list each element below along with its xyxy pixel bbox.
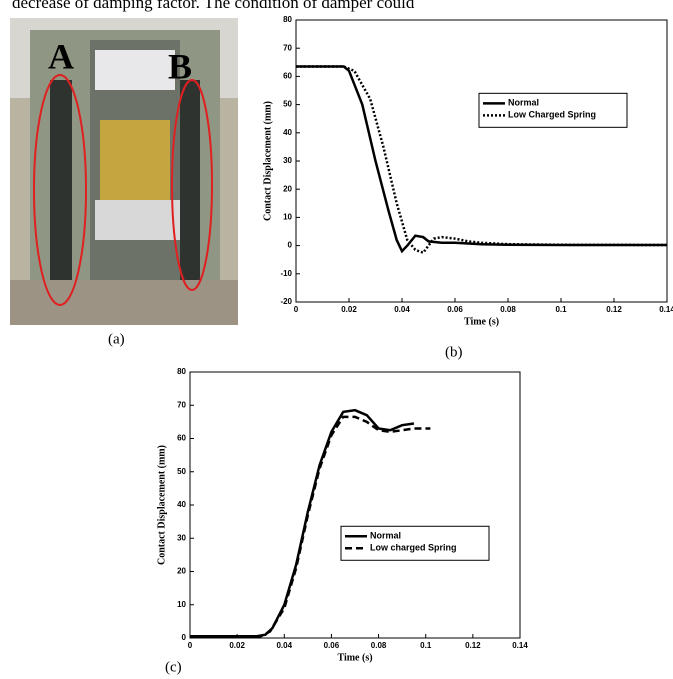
y-tick-label: 30 xyxy=(283,156,292,165)
x-tick-label: 0.06 xyxy=(324,641,340,650)
x-tick-label: 0.04 xyxy=(276,641,292,650)
x-tick-label: 0.06 xyxy=(447,305,463,314)
y-tick-label: 60 xyxy=(177,434,186,443)
x-tick-label: 0 xyxy=(294,305,299,314)
x-tick-label: 0.04 xyxy=(394,305,410,314)
legend-label: Normal xyxy=(508,98,539,108)
x-tick-label: 0.08 xyxy=(371,641,387,650)
x-tick-label: 0.08 xyxy=(500,305,516,314)
plot-frame xyxy=(189,371,521,639)
data-line xyxy=(190,408,415,638)
data-line xyxy=(190,415,431,638)
legend-box xyxy=(340,525,490,561)
x-tick-label: 0.14 xyxy=(659,305,673,314)
y-tick-label: 80 xyxy=(177,367,186,376)
x-tick-label: 0.14 xyxy=(512,641,528,650)
photo-label: B xyxy=(168,46,192,86)
body-text: decrease of damping factor. The conditio… xyxy=(12,0,415,12)
legend-label: Low charged Spring xyxy=(370,543,457,553)
y-tick-label: 80 xyxy=(283,15,292,24)
legend-box xyxy=(478,92,628,128)
x-tick-label: 0.1 xyxy=(420,641,432,650)
photo: A B xyxy=(10,18,238,325)
legend-label: Low Charged Spring xyxy=(508,110,596,120)
caption: (c) xyxy=(165,659,182,675)
caption: (b) xyxy=(445,344,463,360)
plot-frame xyxy=(295,19,668,303)
y-tick-label: 30 xyxy=(177,533,186,542)
y-axis-label: Contact Displacement (mm) xyxy=(262,101,273,221)
photo-label: A xyxy=(48,36,74,76)
y-tick-label: 50 xyxy=(283,100,292,109)
y-tick-label: 50 xyxy=(177,467,186,476)
x-tick-label: 0.02 xyxy=(341,305,357,314)
x-tick-label: 0 xyxy=(188,641,193,650)
y-tick-label: -10 xyxy=(280,269,292,278)
x-axis-label: Time (s) xyxy=(464,316,499,327)
y-tick-label: -20 xyxy=(280,297,292,306)
y-tick-label: 40 xyxy=(283,128,292,137)
x-tick-label: 0.1 xyxy=(555,305,567,314)
data-line xyxy=(296,65,667,254)
y-tick-label: 20 xyxy=(283,184,292,193)
y-tick-label: 10 xyxy=(177,600,186,609)
y-tick-label: 70 xyxy=(177,400,186,409)
y-tick-label: 0 xyxy=(182,633,187,642)
x-tick-label: 0.02 xyxy=(229,641,245,650)
y-tick-label: 70 xyxy=(283,43,292,52)
caption: (a) xyxy=(108,331,125,347)
legend-label: Normal xyxy=(370,531,401,541)
x-tick-label: 0.12 xyxy=(606,305,622,314)
y-tick-label: 10 xyxy=(283,213,292,222)
y-tick-label: 0 xyxy=(288,241,293,250)
x-tick-label: 0.12 xyxy=(465,641,481,650)
y-axis-label: Contact Displacement (mm) xyxy=(156,445,167,565)
y-tick-label: 20 xyxy=(177,567,186,576)
y-tick-label: 60 xyxy=(283,72,292,81)
x-axis-label: Time (s) xyxy=(337,652,372,663)
y-tick-label: 40 xyxy=(177,500,186,509)
